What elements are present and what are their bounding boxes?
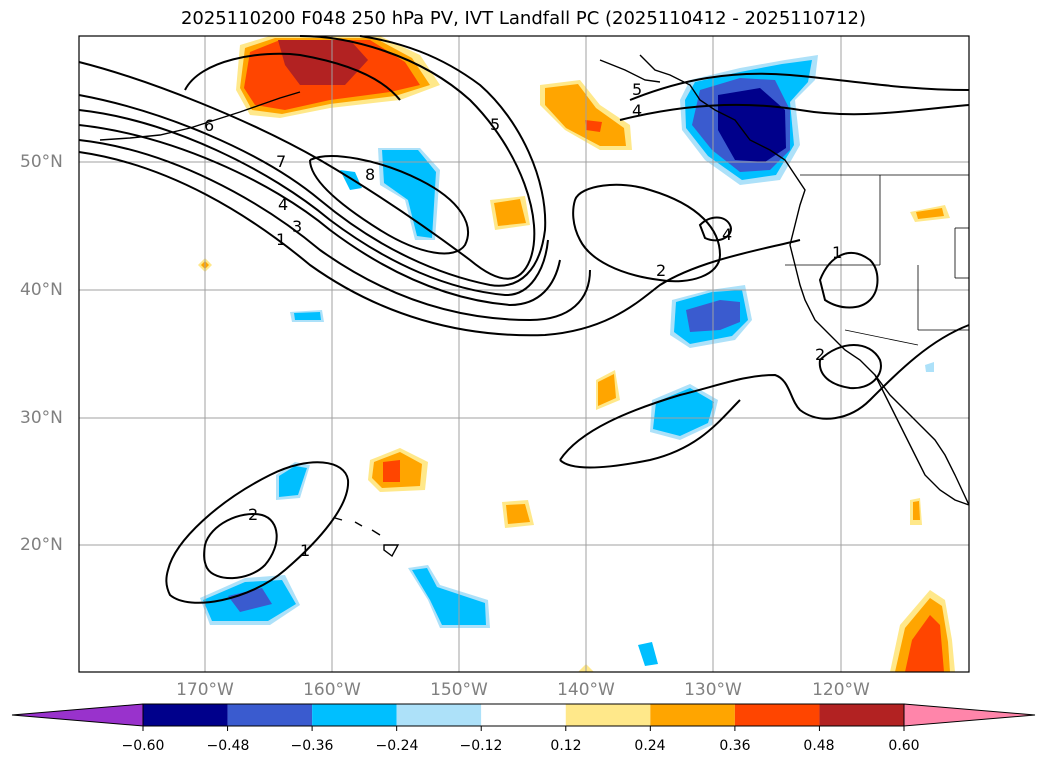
colorbar-tick: 0.60	[888, 738, 920, 754]
lat-label-30n: 30°N	[20, 408, 63, 428]
colorbar-tick: −0.12	[459, 738, 503, 754]
political-borders	[785, 174, 969, 346]
contour-label: 6	[204, 116, 214, 135]
contour-label: 4	[722, 225, 732, 244]
lon-label-140w: 140°W	[557, 680, 615, 700]
contour-label: 2	[815, 345, 825, 364]
plot-title: 2025110200 F048 250 hPa PV, IVT Landfall…	[180, 8, 867, 29]
colorbar-tick: 0.24	[634, 738, 666, 754]
ivt-contours	[78, 35, 970, 604]
contour-label: 4	[278, 195, 288, 214]
lat-label-50n: 50°N	[20, 152, 63, 172]
colorbar-tick: 0.48	[803, 738, 835, 754]
contour-label: 5	[632, 80, 642, 99]
colorbar-tick: −0.36	[290, 738, 334, 754]
lat-label-40n: 40°N	[20, 280, 63, 300]
map-gridlines	[79, 36, 969, 672]
contour-label: 8	[365, 165, 375, 184]
contour-label: 1	[832, 243, 842, 262]
colorbar-tick: −0.60	[121, 738, 165, 754]
contour-label: 1	[276, 230, 286, 249]
contour-label: 5	[490, 115, 500, 134]
colorbar-tick: −0.48	[206, 738, 250, 754]
contour-label: 2	[656, 261, 666, 280]
lon-label-170w: 170°W	[176, 680, 234, 700]
contour-label: 4	[632, 101, 642, 120]
lat-label-20n: 20°N	[20, 535, 63, 555]
contour-label: 7	[276, 152, 286, 171]
colorbar-tick: −0.24	[375, 738, 419, 754]
map-frame	[78, 35, 970, 673]
lon-label-120w: 120°W	[812, 680, 870, 700]
lon-label-160w: 160°W	[303, 680, 361, 700]
contour-label: 2	[248, 505, 258, 524]
contour-labels: 6 7 8 5 5 4 4 3 1 2 4 1 2 2 1	[204, 80, 842, 560]
lon-label-150w: 150°W	[430, 680, 488, 700]
colorbar-tick: 0.12	[550, 738, 582, 754]
contour-label: 3	[292, 217, 302, 236]
contour-label: 1	[300, 541, 310, 560]
lon-label-130w: 130°W	[684, 680, 742, 700]
colorbar-tick: 0.36	[719, 738, 751, 754]
